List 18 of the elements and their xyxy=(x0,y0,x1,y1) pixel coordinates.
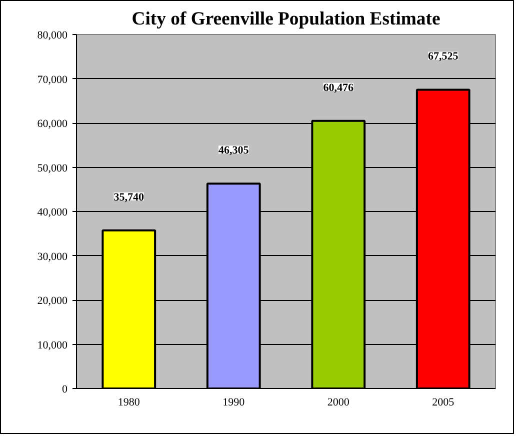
x-tick-label: 2000 xyxy=(327,396,350,408)
y-tick-label: 0 xyxy=(62,384,68,396)
y-tick-label: 30,000 xyxy=(37,250,68,263)
data-label: 67,525 xyxy=(428,50,459,63)
x-tick-label: 1980 xyxy=(118,396,140,408)
y-tick-label: 50,000 xyxy=(37,162,68,174)
y-tick-label: 60,000 xyxy=(37,118,68,130)
y-tick-label: 10,000 xyxy=(37,339,68,352)
y-tick-label: 80,000 xyxy=(37,30,68,42)
y-tick-label: 70,000 xyxy=(37,74,68,86)
x-tick-label: 1990 xyxy=(222,396,246,408)
data-label: 46,305 xyxy=(218,144,250,157)
chart-title: City of Greenville Population Estimate xyxy=(132,8,440,30)
data-label: 35,740 xyxy=(114,191,144,204)
x-tick-label: 2005 xyxy=(432,396,455,408)
y-tick-label: 40,000 xyxy=(37,206,68,218)
y-tick-label: 20,000 xyxy=(37,295,68,307)
data-label: 60,476 xyxy=(323,82,354,94)
